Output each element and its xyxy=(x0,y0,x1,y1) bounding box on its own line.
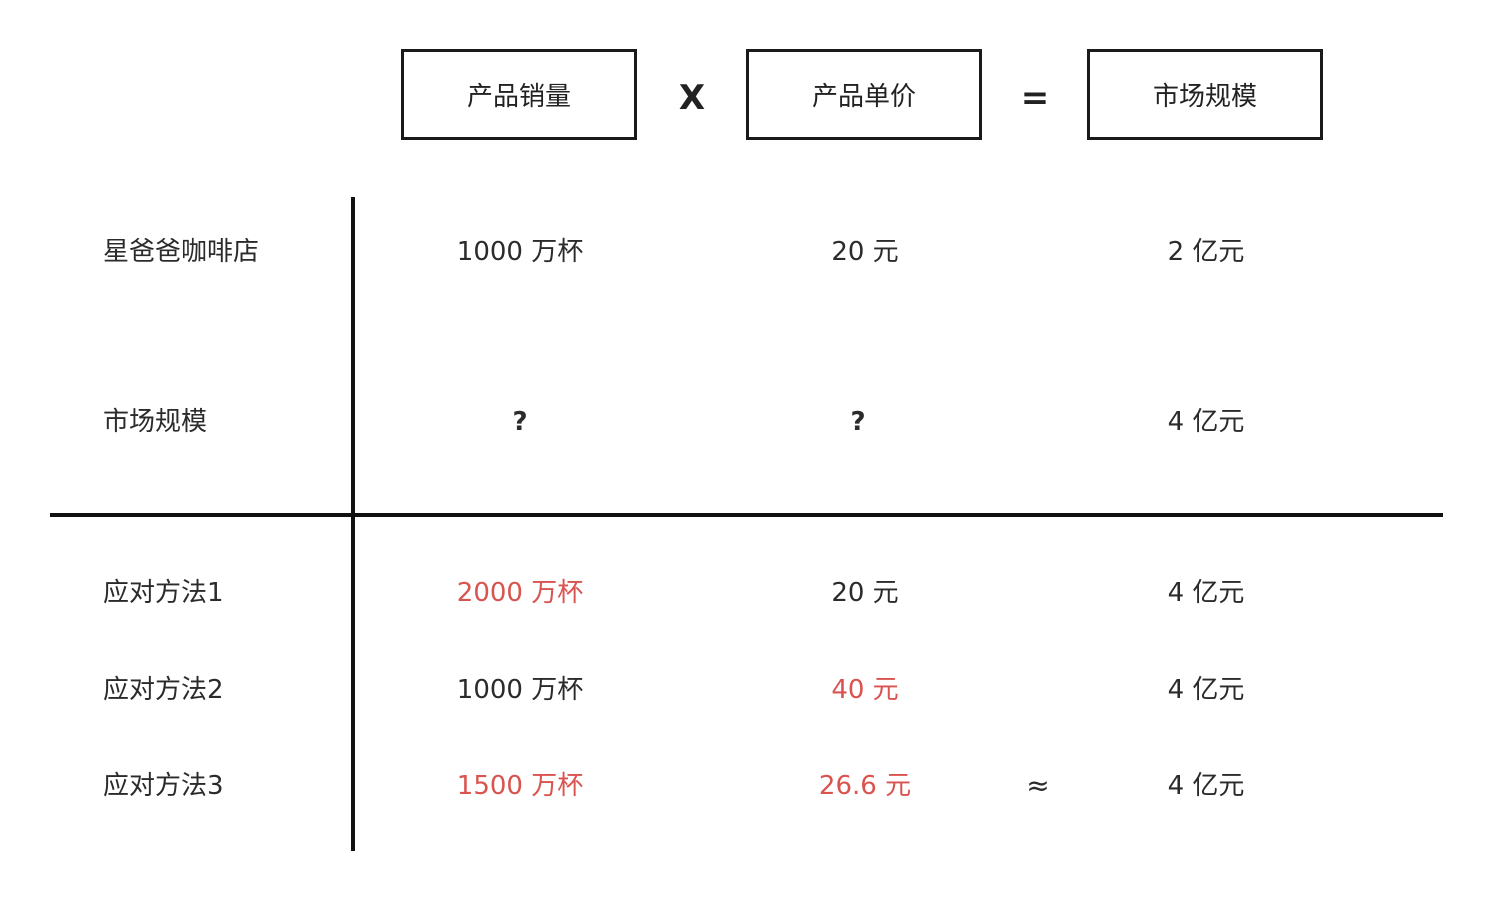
row2-sales: ? xyxy=(512,407,528,437)
row1-sales: 1000 万杯 xyxy=(456,237,584,267)
approx-symbol: ≈ xyxy=(1026,769,1050,802)
header-box-sales: 产品销量 xyxy=(401,49,637,140)
row5-price: 26.6 元 xyxy=(818,771,912,801)
header-box-market: 市场规模 xyxy=(1087,49,1323,140)
row5-market: 4 亿元 xyxy=(1167,771,1245,801)
row-label-method-1: 应对方法1 xyxy=(103,578,224,608)
row4-sales: 1000 万杯 xyxy=(456,675,584,705)
row3-sales: 2000 万杯 xyxy=(456,578,584,608)
row-label-method-3: 应对方法3 xyxy=(103,771,224,801)
row4-price: 40 元 xyxy=(831,675,899,705)
equals-operator: = xyxy=(1020,78,1050,118)
row-label-method-2: 应对方法2 xyxy=(103,675,224,705)
header-box-market-label: 市场规模 xyxy=(1152,82,1257,112)
vertical-divider xyxy=(351,197,355,851)
horizontal-divider xyxy=(50,513,1443,517)
row4-market: 4 亿元 xyxy=(1167,675,1245,705)
row-label-market-size: 市场规模 xyxy=(103,407,208,437)
row3-market: 4 亿元 xyxy=(1167,578,1245,608)
row2-market: 4 亿元 xyxy=(1167,407,1245,437)
row1-price: 20 元 xyxy=(831,237,899,267)
row-label-starbaba: 星爸爸咖啡店 xyxy=(103,237,260,267)
header-box-price: 产品单价 xyxy=(746,49,982,140)
row1-market: 2 亿元 xyxy=(1167,237,1245,267)
row3-price: 20 元 xyxy=(831,578,899,608)
multiply-operator: X xyxy=(678,78,706,118)
header-box-sales-label: 产品销量 xyxy=(466,82,571,112)
header-box-price-label: 产品单价 xyxy=(811,82,916,112)
row5-sales: 1500 万杯 xyxy=(456,771,584,801)
row2-price: ? xyxy=(850,407,866,437)
